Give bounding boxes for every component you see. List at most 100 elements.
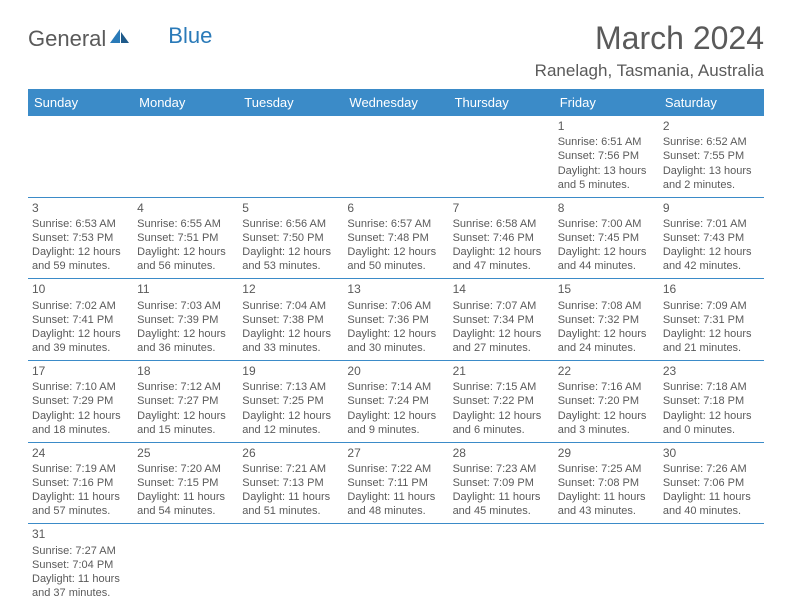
calendar-day-cell: 17Sunrise: 7:10 AMSunset: 7:29 PMDayligh… xyxy=(28,361,133,443)
day-info-line: Sunset: 7:51 PM xyxy=(137,231,234,245)
calendar-day-cell: 24Sunrise: 7:19 AMSunset: 7:16 PMDayligh… xyxy=(28,442,133,524)
day-info-line: Daylight: 12 hours xyxy=(663,409,760,423)
day-number: 31 xyxy=(32,527,129,542)
logo-text-blue: Blue xyxy=(168,23,212,49)
day-info-line: Sunrise: 6:56 AM xyxy=(242,217,339,231)
day-number: 28 xyxy=(453,446,550,461)
day-info-line: Daylight: 11 hours xyxy=(558,490,655,504)
day-number: 29 xyxy=(558,446,655,461)
weekday-header: Wednesday xyxy=(343,89,448,116)
calendar-week-row: 17Sunrise: 7:10 AMSunset: 7:29 PMDayligh… xyxy=(28,361,764,443)
calendar-day-cell: 14 Sunrise: 7:07 AMSunset: 7:34 PMDayligh… xyxy=(449,279,554,361)
day-info-line: Daylight: 12 hours xyxy=(558,327,655,341)
day-number: 2 xyxy=(663,119,760,134)
calendar-day-cell: 4Sunrise: 6:55 AMSunset: 7:51 PMDaylight… xyxy=(133,197,238,279)
calendar-table: SundayMondayTuesdayWednesdayThursdayFrid… xyxy=(28,89,764,605)
day-info-line: and 47 minutes. xyxy=(453,259,550,273)
day-info-line: Daylight: 11 hours xyxy=(453,490,550,504)
calendar-day-cell xyxy=(449,524,554,605)
day-number: 14 xyxy=(453,282,550,297)
day-number: 18 xyxy=(137,364,234,379)
day-info-line: Sunset: 7:34 PM xyxy=(453,313,550,327)
day-info-line: and 40 minutes. xyxy=(663,504,760,518)
calendar-week-row: 1Sunrise: 6:51 AMSunset: 7:56 PMDaylight… xyxy=(28,116,764,197)
day-info-line: and 2 minutes. xyxy=(663,178,760,192)
day-info-line: Sunrise: 7:27 AM xyxy=(32,544,129,558)
day-info-line: Sunset: 7:29 PM xyxy=(32,394,129,408)
calendar-day-cell: 15Sunrise: 7:08 AMSunset: 7:32 PMDayligh… xyxy=(554,279,659,361)
day-number: 8 xyxy=(558,201,655,216)
day-info-line: Sunset: 7:15 PM xyxy=(137,476,234,490)
day-info-line: Sunset: 7:08 PM xyxy=(558,476,655,490)
day-info-line: Daylight: 11 hours xyxy=(32,572,129,586)
day-info-line: Daylight: 11 hours xyxy=(347,490,444,504)
day-info-line: and 24 minutes. xyxy=(558,341,655,355)
calendar-week-row: 10Sunrise: 7:02 AMSunset: 7:41 PMDayligh… xyxy=(28,279,764,361)
day-info-line: Sunset: 7:41 PM xyxy=(32,313,129,327)
day-info-line: Sunset: 7:24 PM xyxy=(347,394,444,408)
calendar-day-cell: 28Sunrise: 7:23 AMSunset: 7:09 PMDayligh… xyxy=(449,442,554,524)
day-info-line: Sunset: 7:46 PM xyxy=(453,231,550,245)
calendar-week-row: 31 Sunrise: 7:27 AMSunset: 7:04 PMDayligh… xyxy=(28,524,764,605)
calendar-day-cell: 21Sunrise: 7:15 AMSunset: 7:22 PMDayligh… xyxy=(449,361,554,443)
day-info-line: Sunset: 7:55 PM xyxy=(663,149,760,163)
day-info-line: and 18 minutes. xyxy=(32,423,129,437)
day-info-line: Sunset: 7:20 PM xyxy=(558,394,655,408)
day-number: 25 xyxy=(137,446,234,461)
day-info-line: and 21 minutes. xyxy=(663,341,760,355)
day-info-line: Daylight: 13 hours xyxy=(558,164,655,178)
day-info-line: and 48 minutes. xyxy=(347,504,444,518)
calendar-day-cell: 1Sunrise: 6:51 AMSunset: 7:56 PMDaylight… xyxy=(554,116,659,197)
calendar-day-cell: 16Sunrise: 7:09 AMSunset: 7:31 PMDayligh… xyxy=(659,279,764,361)
day-info-line: Daylight: 12 hours xyxy=(242,409,339,423)
day-info-line: and 5 minutes. xyxy=(558,178,655,192)
day-info-line: Sunrise: 7:19 AM xyxy=(32,462,129,476)
day-info-line: and 43 minutes. xyxy=(558,504,655,518)
day-info-line: Sunrise: 7:07 AM xyxy=(453,299,550,313)
day-info-line: Sunset: 7:36 PM xyxy=(347,313,444,327)
day-info-line: and 0 minutes. xyxy=(663,423,760,437)
day-info-line: and 3 minutes. xyxy=(558,423,655,437)
day-info-line: and 6 minutes. xyxy=(453,423,550,437)
day-info-line: Daylight: 11 hours xyxy=(242,490,339,504)
day-number: 1 xyxy=(558,119,655,134)
day-number: 21 xyxy=(453,364,550,379)
day-number: 5 xyxy=(242,201,339,216)
day-info-line: Sunrise: 7:02 AM xyxy=(32,299,129,313)
day-info-line: Daylight: 12 hours xyxy=(453,327,550,341)
day-info-line: and 51 minutes. xyxy=(242,504,339,518)
day-info-line: Sunset: 7:48 PM xyxy=(347,231,444,245)
day-info-line: Daylight: 12 hours xyxy=(137,409,234,423)
day-number: 27 xyxy=(347,446,444,461)
calendar-day-cell xyxy=(343,116,448,197)
day-info-line: Daylight: 12 hours xyxy=(663,327,760,341)
day-info-line: and 33 minutes. xyxy=(242,341,339,355)
day-info-line: Daylight: 12 hours xyxy=(347,245,444,259)
day-number: 7 xyxy=(453,201,550,216)
day-info-line: Sunset: 7:04 PM xyxy=(32,558,129,572)
calendar-day-cell xyxy=(449,116,554,197)
day-info-line: and 39 minutes. xyxy=(32,341,129,355)
day-info-line: Sunset: 7:25 PM xyxy=(242,394,339,408)
day-info-line: Daylight: 12 hours xyxy=(32,327,129,341)
day-number: 13 xyxy=(347,282,444,297)
logo: General Blue xyxy=(28,26,212,52)
calendar-day-cell xyxy=(238,524,343,605)
day-info-line: Daylight: 12 hours xyxy=(558,409,655,423)
page-title: March 2024 xyxy=(535,20,764,57)
weekday-header: Saturday xyxy=(659,89,764,116)
day-info-line: Sunset: 7:11 PM xyxy=(347,476,444,490)
calendar-day-cell xyxy=(238,116,343,197)
day-info-line: and 57 minutes. xyxy=(32,504,129,518)
header: General Blue March 2024 Ranelagh, Tasman… xyxy=(28,20,764,81)
calendar-day-cell: 23Sunrise: 7:18 AMSunset: 7:18 PMDayligh… xyxy=(659,361,764,443)
day-info-line: Sunset: 7:16 PM xyxy=(32,476,129,490)
day-info-line: Daylight: 11 hours xyxy=(32,490,129,504)
day-info-line: and 50 minutes. xyxy=(347,259,444,273)
day-info-line: and 9 minutes. xyxy=(347,423,444,437)
day-info-line: Sunrise: 7:23 AM xyxy=(453,462,550,476)
calendar-day-cell: 6Sunrise: 6:57 AMSunset: 7:48 PMDaylight… xyxy=(343,197,448,279)
weekday-header: Sunday xyxy=(28,89,133,116)
day-number: 6 xyxy=(347,201,444,216)
day-number: 3 xyxy=(32,201,129,216)
